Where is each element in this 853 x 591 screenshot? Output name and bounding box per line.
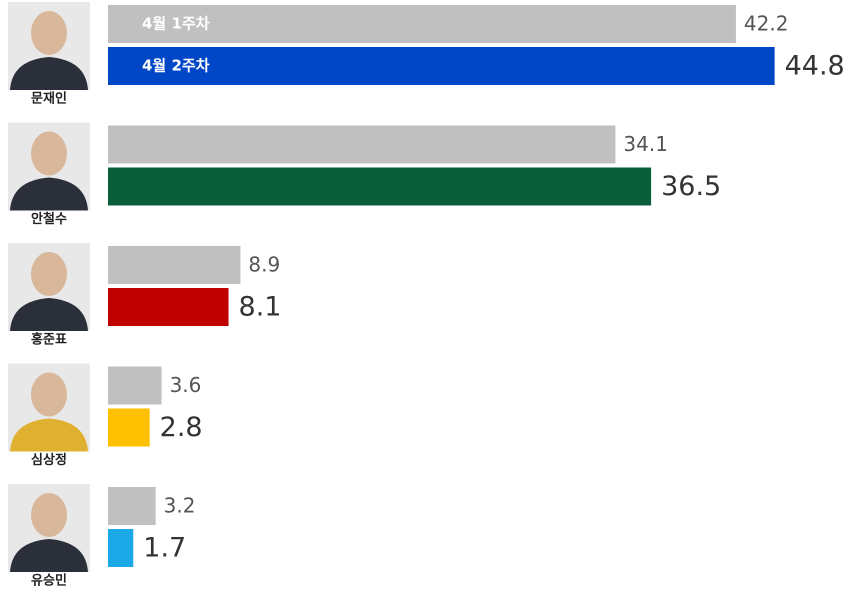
portrait-head — [31, 493, 67, 537]
value-label: 36.5 — [661, 171, 721, 202]
value-label: 42.2 — [744, 12, 789, 36]
value-label: 3.6 — [170, 373, 202, 397]
bar — [108, 167, 652, 206]
portrait-head — [31, 252, 67, 296]
bar — [108, 125, 616, 164]
category-label: 유승민 — [31, 573, 67, 589]
category-label: 문재인 — [31, 91, 67, 107]
portrait-head — [31, 372, 67, 417]
portrait-body — [10, 539, 88, 572]
series-label: 4월 1주차 — [142, 15, 210, 33]
bar — [108, 288, 229, 326]
category-label: 홍준표 — [31, 332, 67, 348]
bar — [108, 366, 162, 405]
bar — [108, 47, 775, 85]
series-label: 4월 2주차 — [142, 57, 210, 75]
bar — [108, 529, 134, 567]
category-label: 안철수 — [31, 211, 67, 227]
portrait-body — [10, 57, 88, 90]
value-label: 8.9 — [248, 253, 280, 277]
category-label: 심상정 — [31, 452, 67, 468]
value-label: 3.2 — [164, 494, 196, 518]
portrait-body — [10, 298, 88, 331]
bar — [108, 5, 736, 43]
bar — [108, 487, 156, 525]
portrait-body — [10, 418, 88, 452]
bar — [108, 246, 241, 284]
value-label: 2.8 — [160, 412, 203, 443]
value-label: 34.1 — [623, 132, 668, 156]
portrait-body — [10, 177, 88, 211]
value-label: 1.7 — [143, 533, 186, 564]
value-label: 8.1 — [239, 292, 282, 323]
value-label: 44.8 — [785, 51, 845, 82]
bar — [108, 408, 150, 447]
portrait-head — [31, 11, 67, 55]
portrait-head — [31, 131, 67, 176]
